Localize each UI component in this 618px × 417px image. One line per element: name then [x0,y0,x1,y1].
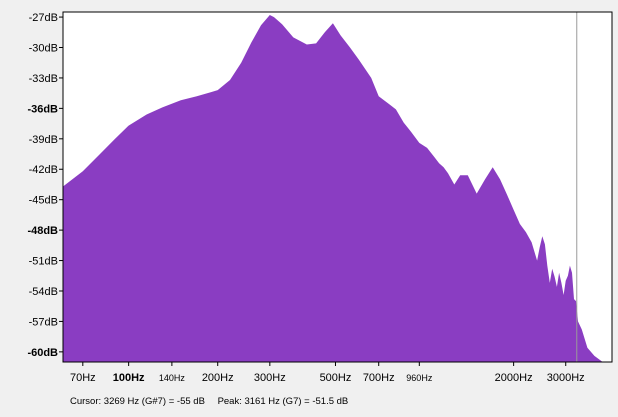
x-tick-label: 500Hz [320,372,352,384]
x-tick-label: 300Hz [254,372,286,384]
y-tick-label: -54dB [29,286,58,298]
y-tick-label: -57dB [29,316,58,328]
x-tick-label: 2000Hz [495,372,533,384]
y-tick-label: -60dB [27,347,58,359]
cursor-readout: Cursor: 3269 Hz (G#7) = -55 dB [70,396,205,407]
x-tick-label: 200Hz [202,372,234,384]
x-axis: 70Hz 100Hz 140Hz 200Hz 300Hz 500Hz 700Hz 960Hz 2… [70,362,585,384]
y-tick-label: -33dB [29,73,58,85]
x-tick-label: 700Hz [363,372,395,384]
plot-frame [62,11,613,363]
x-tick-label: 3000Hz [547,372,585,384]
y-tick-label: -36dB [27,103,58,115]
x-tick-label: 140Hz [159,373,186,383]
y-tick-label: -48dB [27,225,58,237]
y-tick-label: -42dB [29,164,58,176]
y-tick-label: -51dB [29,256,58,268]
y-tick-label: -39dB [29,134,58,146]
peak-readout: Peak: 3161 Hz (G7) = -51.5 dB [217,396,349,407]
x-tick-label: 960Hz [406,373,433,383]
y-tick-label: -45dB [29,195,58,207]
x-tick-label: 100Hz [113,372,145,384]
spectrum-area [63,15,609,362]
y-tick-label: -30dB [29,43,58,55]
status-bar: Cursor: 3269 Hz (G#7) = -55 dB Peak: 316… [70,396,358,407]
y-axis: -27dB -30dB -33dB -36dB -39dB -42dB -45dB -48dB… [27,12,63,359]
y-tick-label: -27dB [29,12,58,24]
x-tick-label: 70Hz [70,372,96,384]
